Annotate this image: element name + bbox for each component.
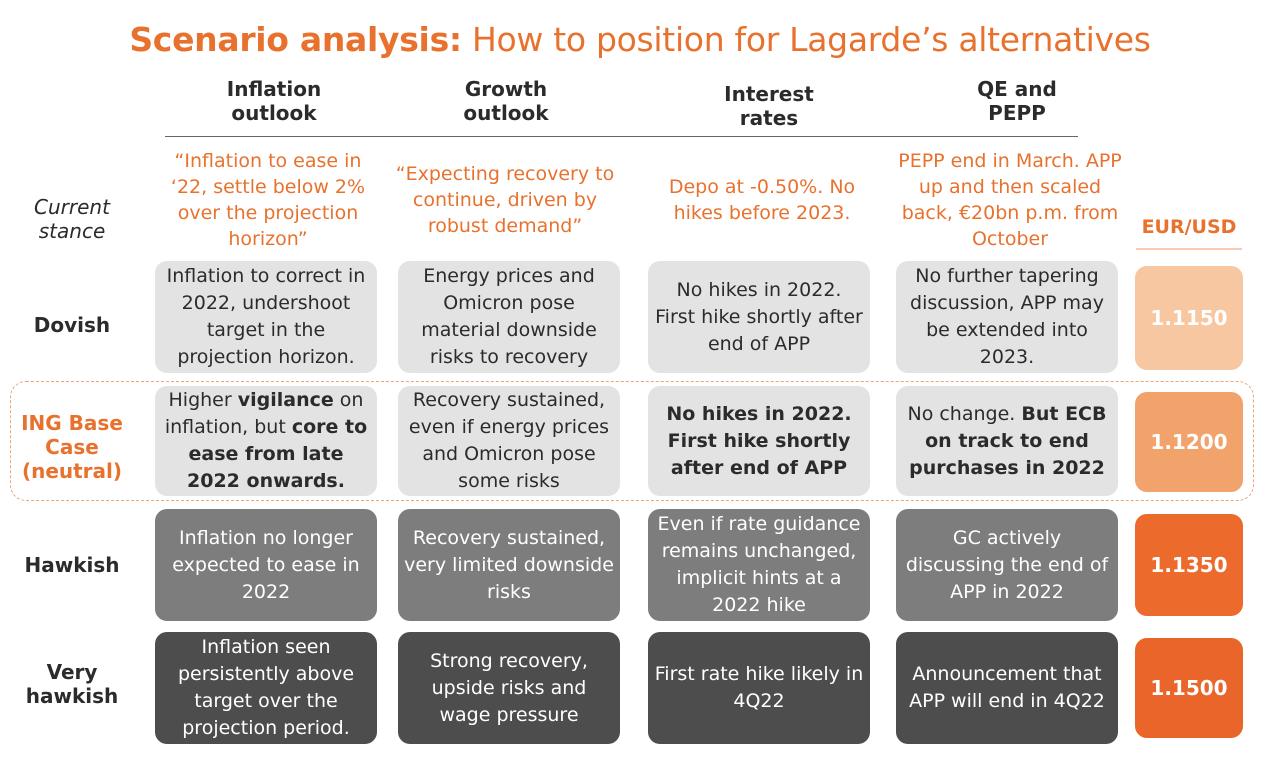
stance-inflation: “Inflation to ease in ‘22, settle below … [170,150,366,250]
column-header-inflation: Inflation outlook [226,77,322,125]
hawkish-growth-cell: Recovery sustained, very limited downsid… [398,509,620,621]
eurusd-header: EUR/USD [1141,216,1237,238]
base-case-highlight [10,381,1254,501]
hawkish-interest-rates-cell: Even if rate guidance remains unchanged,… [648,509,870,621]
column-header-growth: Growth outlook [463,77,549,125]
dovish-qe-pepp-cell: No further tapering discussion, APP may … [896,261,1118,373]
row-label-hawkish: Hawkish [24,553,120,577]
very-hawkish-qe-pepp-cell: Announcement that APP will end in 4Q22 [896,632,1118,744]
dovish-growth-cell: Energy prices and Omicron pose material … [398,261,620,373]
dovish-inflation-cell: Inflation to correct in 2022, undershoot… [155,261,377,373]
page-title: Scenario analysis: How to position for L… [129,20,1151,59]
eurusd-hawkish: 1.1350 [1135,514,1243,616]
eurusd-very-hawkish: 1.1500 [1135,638,1243,738]
very-hawkish-interest-rates-cell: First rate hike likely in 4Q22 [648,632,870,744]
column-header-interest-rates: Interest rates [724,82,814,130]
very-hawkish-inflation-cell: Inflation seen persistently above target… [155,632,377,744]
very-hawkish-growth-cell: Strong recovery, upside risks and wage p… [398,632,620,744]
eurusd-dovish: 1.1150 [1135,266,1243,370]
row-label-dovish: Dovish [33,313,111,337]
hawkish-qe-pepp-cell: GC actively discussing the end of APP in… [896,509,1118,621]
base-interest-rates-cell: No hikes in 2022. First hike shortly aft… [648,386,870,496]
header-divider [165,136,1078,137]
base-inflation-cell: Higher vigilance on inflation, but core … [155,386,377,496]
base-growth-cell: Recovery sustained, even if energy price… [398,386,620,496]
row-label-very-hawkish: Very hawkish [25,660,119,708]
hawkish-inflation-cell: Inflation no longer expected to ease in … [155,509,377,621]
column-header-qe-pepp: QE and PEPP [977,77,1057,125]
stance-interest-rates: Depo at -0.50%. No hikes before 2023. [668,176,856,224]
row-label-base-case: ING Base Case (neutral) [21,411,123,483]
eurusd-header-underline [1136,248,1242,250]
dovish-interest-rates-cell: No hikes in 2022. First hike shortly aft… [648,261,870,373]
eurusd-base-case: 1.1200 [1135,392,1243,492]
base-qe-pepp-cell: No change. But ECB on track to end purch… [896,386,1118,496]
stance-growth: “Expecting recovery to continue, driven … [395,163,615,237]
row-label-current-stance: Current stance [34,195,110,243]
stance-qe-pepp: PEPP end in March. APP up and then scale… [898,150,1122,250]
